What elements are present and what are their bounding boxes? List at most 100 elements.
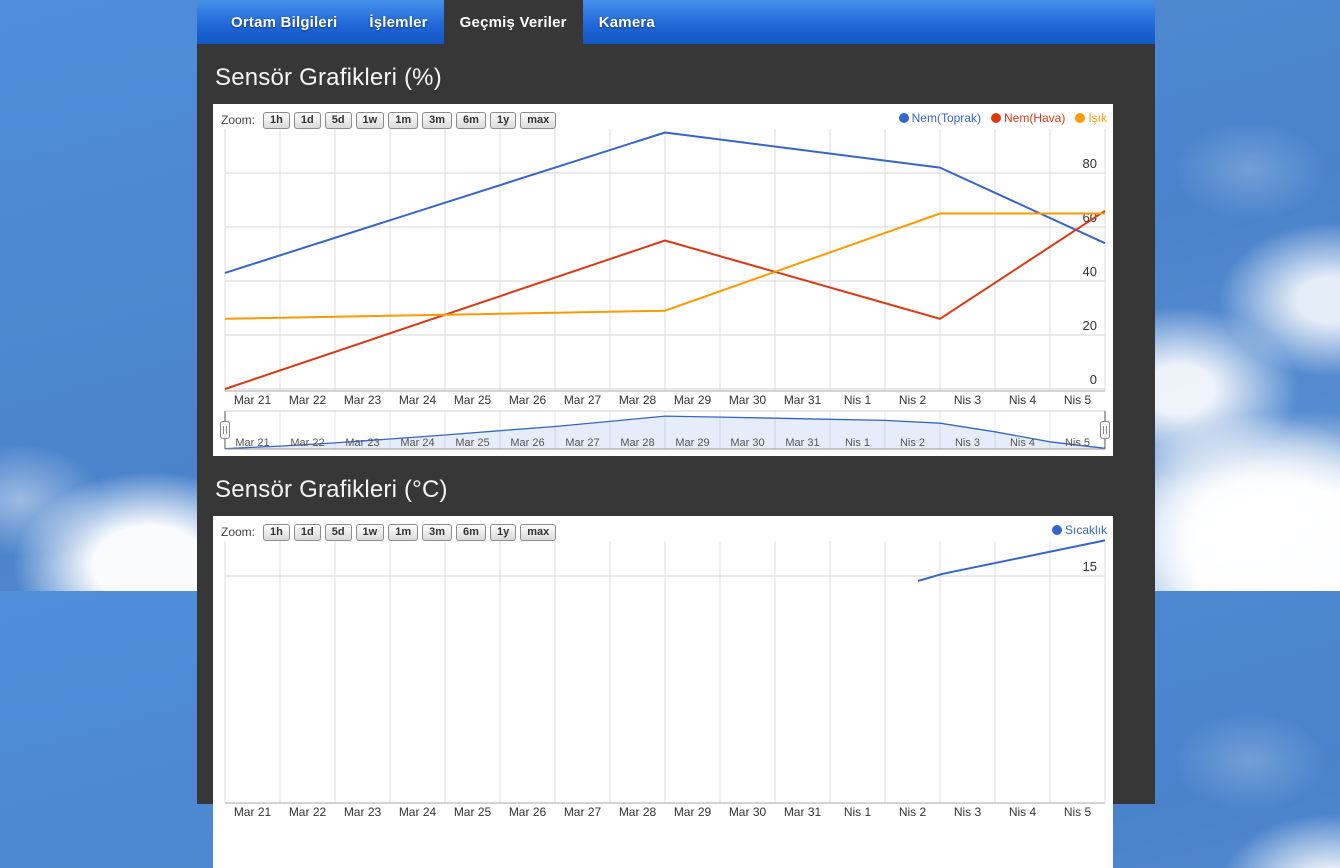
svg-text:Mar 21: Mar 21 bbox=[234, 393, 272, 407]
svg-text:Mar 30: Mar 30 bbox=[729, 393, 767, 407]
humidity-chart: 0 20 40 60 80 Mar 21 Mar 22 Mar 23 Mar 24 Mar 25 M… bbox=[213, 104, 1113, 456]
svg-text:Mar 22: Mar 22 bbox=[289, 393, 327, 407]
content-panel: Sensör Grafikleri (%) 0 20 40 60 80 Mar 21 Mar… bbox=[197, 44, 1155, 868]
zoom-button-max[interactable]: max bbox=[520, 112, 557, 129]
zoom-button-1w[interactable]: 1w bbox=[355, 524, 385, 541]
zoom-button-1w[interactable]: 1w bbox=[355, 112, 385, 129]
svg-text:Mar 29: Mar 29 bbox=[675, 437, 709, 449]
zoom-button-3m[interactable]: 3m bbox=[422, 112, 453, 129]
zoom-button-1y[interactable]: 1y bbox=[489, 524, 517, 541]
tab-kamera[interactable]: Kamera bbox=[598, 13, 655, 31]
svg-text:Mar 29: Mar 29 bbox=[674, 805, 712, 819]
svg-text:Mar 28: Mar 28 bbox=[619, 805, 657, 819]
svg-text:Nis 3: Nis 3 bbox=[954, 393, 982, 407]
svg-text:Nis 5: Nis 5 bbox=[1065, 437, 1090, 449]
svg-text:Mar 26: Mar 26 bbox=[509, 805, 547, 819]
temperature-chart-title: Sensör Grafikleri (°C) bbox=[215, 476, 448, 503]
svg-text:Mar 24: Mar 24 bbox=[399, 393, 437, 407]
legend-label: Işık bbox=[1088, 111, 1107, 125]
svg-text:Mar 27: Mar 27 bbox=[564, 393, 602, 407]
svg-text:Nis 4: Nis 4 bbox=[1009, 393, 1037, 407]
zoom-button-3m[interactable]: 3m bbox=[422, 524, 453, 541]
navigator-handle-left[interactable] bbox=[220, 421, 230, 439]
svg-text:Mar 29: Mar 29 bbox=[674, 393, 712, 407]
zoom-button-5d[interactable]: 5d bbox=[324, 524, 352, 541]
legend-item-Sıcaklık: Sıcaklık bbox=[1051, 523, 1107, 537]
svg-text:Mar 23: Mar 23 bbox=[344, 393, 382, 407]
tab-gecmis-veriler[interactable]: Geçmiş Veriler bbox=[443, 0, 583, 44]
svg-text:Nis 3: Nis 3 bbox=[955, 437, 980, 449]
svg-text:Mar 26: Mar 26 bbox=[510, 437, 544, 449]
legend-dot-icon bbox=[1075, 113, 1086, 123]
tab-islemler[interactable]: İşlemler bbox=[369, 13, 428, 31]
svg-text:Mar 30: Mar 30 bbox=[730, 437, 764, 449]
zoom-label: Zoom: bbox=[221, 112, 256, 127]
grid-lines bbox=[224, 129, 1106, 391]
series-Işık bbox=[224, 212, 1105, 320]
temperature-chart: 15 Mar 21 Mar 22 Mar 23 Mar 24 Mar 25 Mar 26 Ma… bbox=[213, 516, 1113, 868]
zoom-button-6m[interactable]: 6m bbox=[456, 112, 486, 129]
tab-ortam-bilgileri[interactable]: Ortam Bilgileri bbox=[231, 13, 338, 31]
zoom-buttons: 1h 1d 5d 1w 1m 3m 6m 1y max bbox=[259, 110, 557, 129]
series-Nem(Toprak) bbox=[224, 131, 1106, 274]
grid-lines bbox=[224, 541, 1106, 803]
temperature-chart-toolbar: Zoom: 1h 1d 5d 1w 1m 3m 6m 1y max bbox=[221, 522, 557, 541]
navigator-handle-right[interactable] bbox=[1100, 421, 1110, 439]
zoom-button-1h[interactable]: 1h bbox=[263, 112, 290, 129]
zoom-button-1m[interactable]: 1m bbox=[388, 112, 419, 129]
svg-text:Mar 30: Mar 30 bbox=[729, 805, 767, 819]
legend-item-Işık: Işık bbox=[1075, 111, 1107, 125]
legend-item-Nem(Toprak): Nem(Toprak) bbox=[898, 111, 981, 125]
svg-text:Mar 26: Mar 26 bbox=[509, 393, 547, 407]
zoom-button-1d[interactable]: 1d bbox=[293, 524, 321, 541]
svg-text:Mar 22: Mar 22 bbox=[290, 437, 324, 449]
series-lines bbox=[917, 539, 1106, 582]
zoom-label: Zoom: bbox=[221, 524, 256, 539]
svg-text:Mar 24: Mar 24 bbox=[400, 437, 434, 449]
svg-text:Mar 31: Mar 31 bbox=[785, 437, 819, 449]
svg-text:15: 15 bbox=[1083, 559, 1097, 574]
svg-text:Mar 27: Mar 27 bbox=[564, 805, 602, 819]
zoom-button-1m[interactable]: 1m bbox=[388, 524, 419, 541]
humidity-chart-title: Sensör Grafikleri (%) bbox=[215, 64, 442, 91]
legend-dot-icon bbox=[1051, 525, 1062, 535]
svg-text:Mar 23: Mar 23 bbox=[344, 805, 382, 819]
zoom-button-max[interactable]: max bbox=[520, 524, 557, 541]
svg-text:Mar 25: Mar 25 bbox=[454, 805, 492, 819]
svg-text:80: 80 bbox=[1083, 156, 1097, 171]
svg-text:Mar 23: Mar 23 bbox=[345, 437, 379, 449]
svg-text:Nis 2: Nis 2 bbox=[899, 805, 927, 819]
svg-text:Mar 28: Mar 28 bbox=[620, 437, 654, 449]
svg-text:Mar 21: Mar 21 bbox=[235, 437, 269, 449]
svg-text:Mar 24: Mar 24 bbox=[399, 805, 437, 819]
zoom-button-1h[interactable]: 1h bbox=[263, 524, 290, 541]
main-page: Ortam Bilgileri İşlemler Geçmiş Veriler Kam… bbox=[197, 0, 1155, 868]
series-lines bbox=[224, 131, 1106, 390]
legend-label: Sıcaklık bbox=[1064, 523, 1107, 537]
svg-text:Nis 2: Nis 2 bbox=[900, 437, 925, 449]
legend-dot-icon bbox=[898, 113, 909, 123]
svg-text:Mar 25: Mar 25 bbox=[454, 393, 492, 407]
svg-text:Mar 31: Mar 31 bbox=[784, 393, 822, 407]
navbar: Ortam Bilgileri İşlemler Geçmiş Veriler Kam… bbox=[197, 0, 1155, 44]
y-axis-labels: 15 bbox=[1083, 559, 1097, 574]
svg-text:Nis 1: Nis 1 bbox=[845, 437, 870, 449]
temperature-chart-legend: Sıcaklık bbox=[1042, 523, 1107, 537]
zoom-button-1y[interactable]: 1y bbox=[489, 112, 517, 129]
svg-text:Mar 31: Mar 31 bbox=[784, 805, 822, 819]
x-axis-labels: Mar 21 Mar 22 Mar 23 Mar 24 Mar 25 Mar 26 Mar … bbox=[234, 393, 1092, 407]
zoom-button-6m[interactable]: 6m bbox=[456, 524, 486, 541]
svg-text:Mar 22: Mar 22 bbox=[289, 805, 327, 819]
navigator[interactable]: Mar 21 Mar 22 Mar 23 Mar 24 Mar 25 Mar 26 Mar … bbox=[220, 410, 1110, 450]
legend-label: Nem(Toprak) bbox=[911, 111, 981, 125]
zoom-button-1d[interactable]: 1d bbox=[293, 112, 321, 129]
zoom-button-5d[interactable]: 5d bbox=[324, 112, 352, 129]
legend-label: Nem(Hava) bbox=[1003, 111, 1066, 125]
humidity-chart-toolbar: Zoom: 1h 1d 5d 1w 1m 3m 6m 1y max bbox=[221, 110, 557, 129]
svg-text:Nis 1: Nis 1 bbox=[844, 805, 872, 819]
svg-text:Nis 5: Nis 5 bbox=[1064, 393, 1092, 407]
